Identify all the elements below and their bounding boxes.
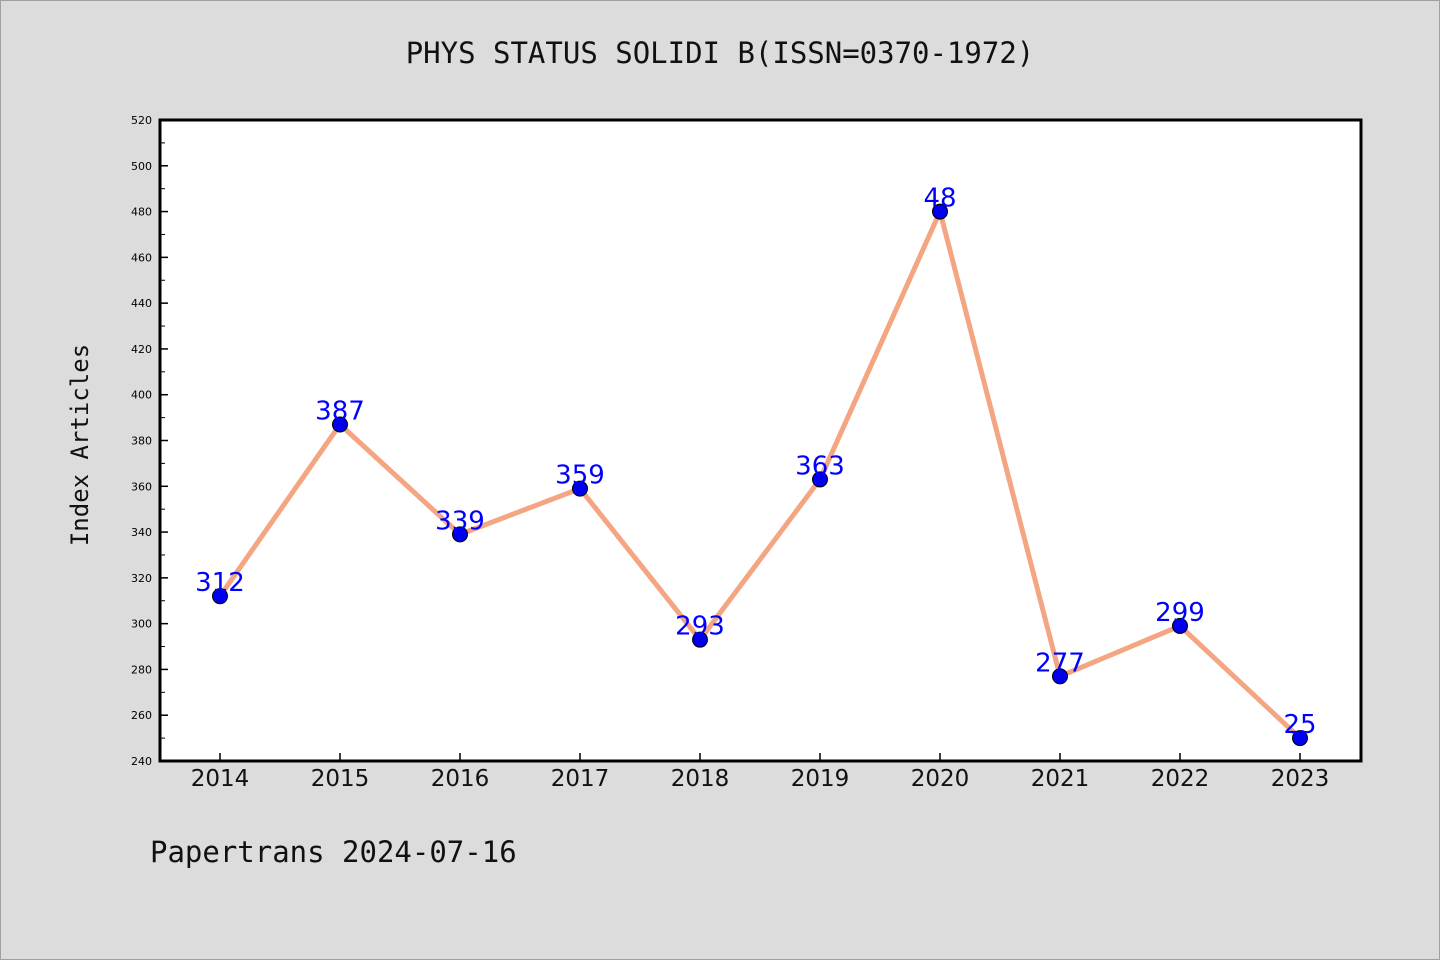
x-tick-label-2017: 2017	[551, 766, 610, 792]
footer-text: Papertrans 2024-07-16	[150, 835, 517, 869]
data-point-2020	[932, 203, 948, 220]
y-tick-label-500: 500	[131, 160, 152, 173]
plot-border	[158, 118, 1363, 763]
plot-area	[160, 120, 1361, 761]
data-label-2022: 299	[1155, 598, 1205, 628]
y-tick-label-320: 320	[131, 572, 152, 585]
x-tick-label-2016: 2016	[431, 766, 490, 792]
x-tick-label-2019: 2019	[791, 766, 850, 792]
data-point-2019	[812, 471, 828, 488]
data-label-2018: 293	[675, 612, 725, 642]
y-tick-label-460: 460	[131, 251, 152, 264]
x-tick-label-2023: 2023	[1271, 766, 1330, 792]
series-line	[217, 209, 1303, 741]
y-tick-label-340: 340	[131, 526, 152, 539]
data-label-2015: 387	[315, 396, 365, 426]
data-label-2021: 277	[1035, 648, 1085, 678]
x-tick-label-2022: 2022	[1151, 766, 1210, 792]
data-point-2022	[1172, 617, 1188, 634]
data-label-2016: 339	[435, 506, 485, 536]
data-point-2016	[452, 526, 468, 543]
data-label-2014: 312	[195, 568, 245, 598]
data-point-2018	[692, 631, 708, 648]
y-tick-label-400: 400	[131, 389, 152, 402]
data-point-2014	[212, 588, 228, 605]
y-tick-label-380: 380	[131, 435, 152, 448]
series-group: 312 387 339 359 293 363 48 277 299 25	[195, 184, 1317, 747]
y-tick-label-420: 420	[131, 343, 152, 356]
y-tick-label-440: 440	[131, 297, 152, 310]
y-tick-label-520: 520	[131, 114, 152, 127]
x-tick-label-2015: 2015	[311, 766, 370, 792]
y-tick-label-280: 280	[131, 663, 152, 676]
data-label-2017: 359	[555, 461, 605, 491]
data-point-2017	[572, 480, 588, 497]
data-label-2020: 48	[923, 184, 956, 214]
data-label-2023: 25	[1283, 710, 1316, 740]
y-tick-label-240: 240	[131, 755, 152, 768]
data-label-2019: 363	[795, 451, 845, 481]
x-tick-label-2020: 2020	[911, 766, 970, 792]
data-point-2021	[1052, 668, 1068, 685]
x-tick-label-2021: 2021	[1031, 766, 1090, 792]
x-tick-label-2018: 2018	[671, 766, 730, 792]
data-point-2015	[332, 416, 348, 433]
x-axis: 2014 2015 2016 2017 2018 2019 2020 2021 2022 2023	[191, 753, 1330, 792]
y-tick-label-480: 480	[131, 206, 152, 219]
y-tick-label-260: 260	[131, 709, 152, 722]
y-axis: 240 260 280 300 320 340 360 380 400 420 440 460 480 5…	[131, 114, 168, 768]
y-tick-label-360: 360	[131, 480, 152, 493]
data-point-2023	[1292, 730, 1308, 747]
chart-title: PHYS STATUS SOLIDI B(ISSN=0370-1972)	[405, 36, 1035, 70]
y-tick-label-300: 300	[131, 618, 152, 631]
x-tick-label-2014: 2014	[191, 766, 250, 792]
